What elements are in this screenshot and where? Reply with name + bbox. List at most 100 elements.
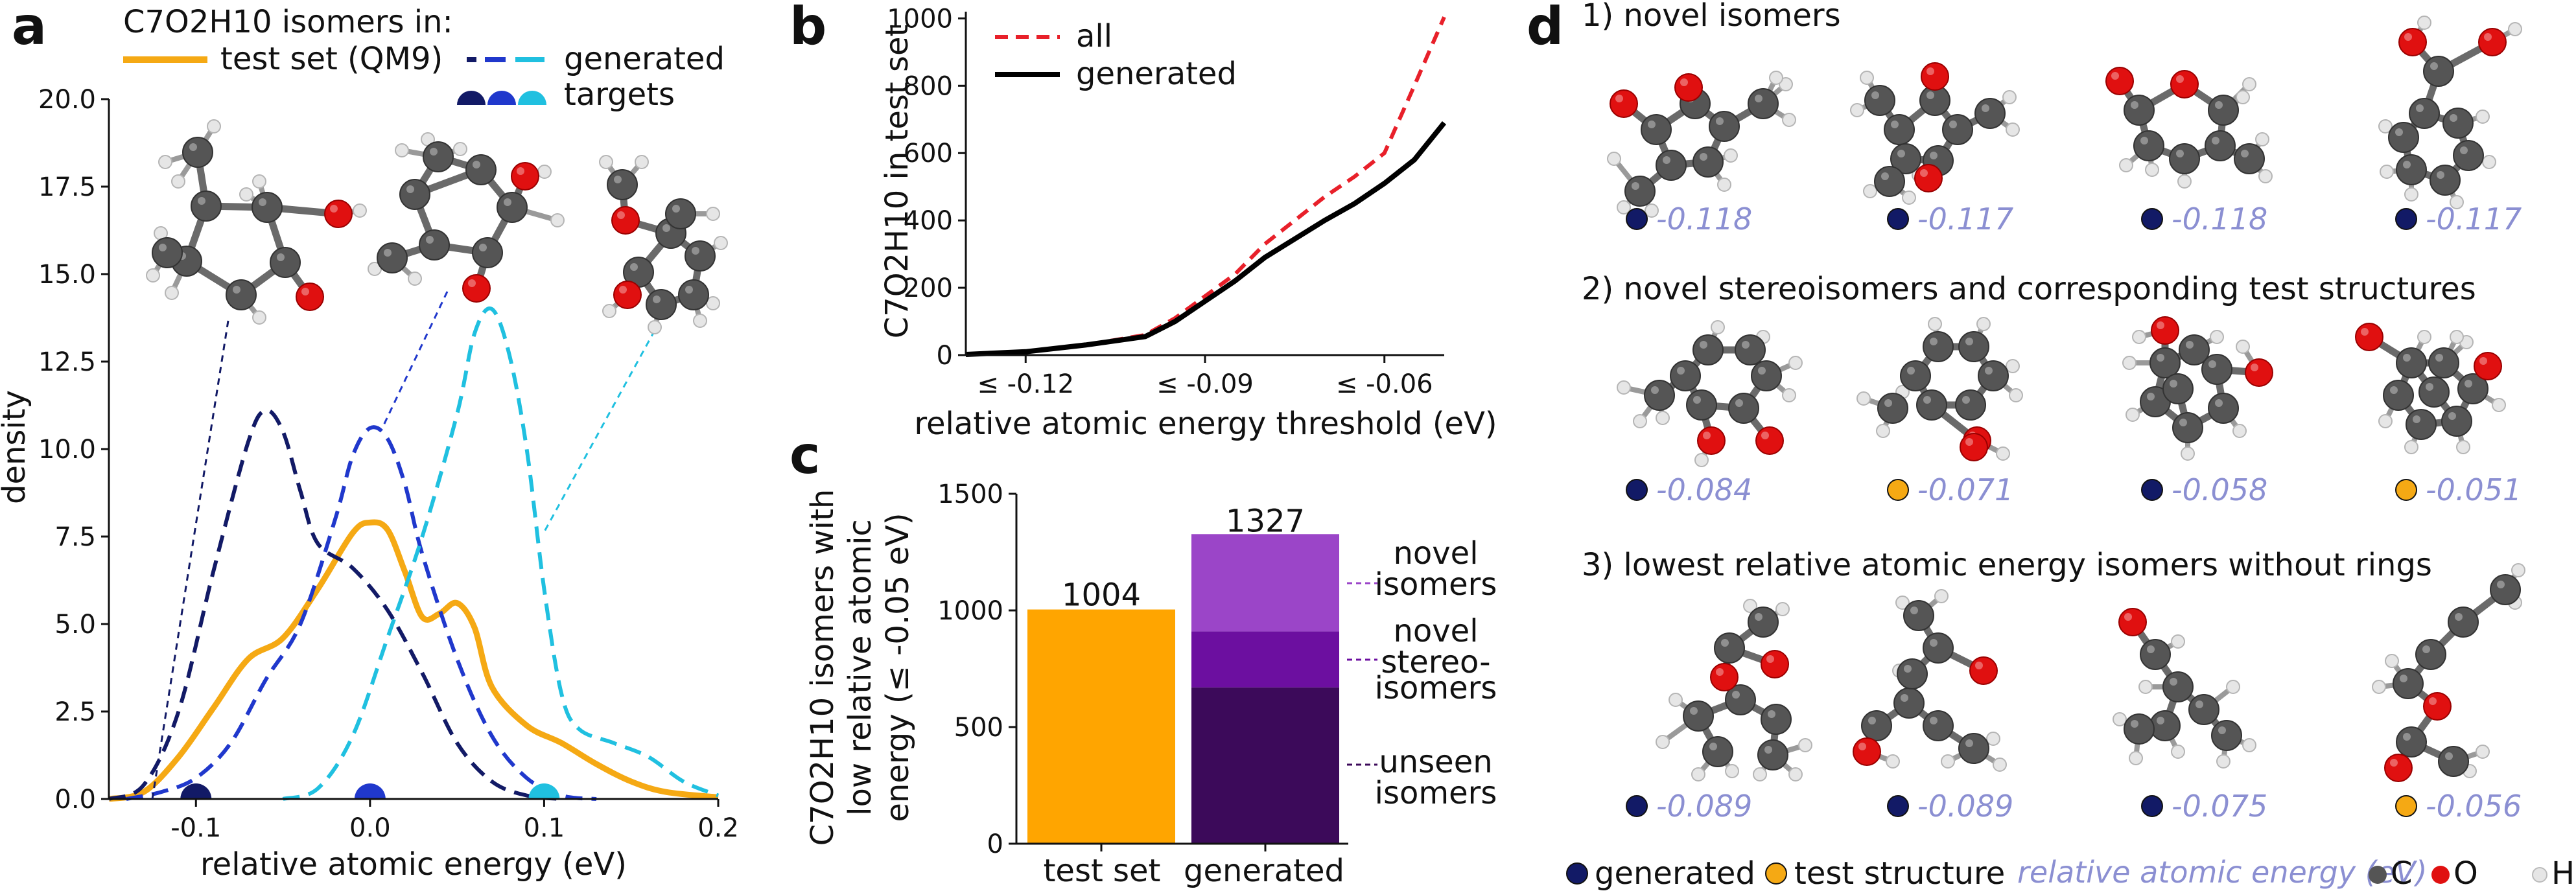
- carbon-atom: [2423, 56, 2454, 87]
- legend-title: C7O2H10 isomers in:: [123, 4, 453, 40]
- legend-generated-label-b: generated: [1076, 56, 1237, 92]
- carbon-atom: [1974, 98, 2006, 129]
- atom-highlight: [1764, 746, 1772, 754]
- atom-highlight: [1703, 432, 1711, 439]
- generated-curve-target-high: [282, 307, 720, 801]
- atom-highlight: [692, 247, 699, 255]
- atom-highlight: [1651, 386, 1659, 394]
- carbon-atom: [2124, 713, 2155, 745]
- carbon-atom: [2383, 380, 2414, 411]
- bar-test-set: [1027, 609, 1175, 844]
- atom-highlight: [1721, 639, 1729, 647]
- relative-energy-value: -0.084: [1656, 472, 1752, 507]
- atom-highlight: [2390, 386, 2398, 394]
- bar-value-test: 1004: [1062, 577, 1141, 614]
- panel-c-bars: 1004 1327: [1027, 503, 1339, 851]
- carbon-atom: [2162, 671, 2194, 702]
- generated-dot: [1626, 795, 1648, 817]
- atom-highlight: [2157, 717, 2164, 724]
- molecule-r2-4: [2355, 323, 2506, 454]
- carbon-atom: [2393, 668, 2424, 699]
- a-ytick-label: 5.0: [54, 610, 96, 640]
- panel-c-cat-test: test set: [1044, 853, 1161, 889]
- atom-highlight: [2455, 613, 2463, 621]
- hydrogen-atom: [1798, 738, 1812, 752]
- section-3-title: 3) lowest relative atomic energy isomers…: [1582, 547, 2432, 583]
- legend-generated-dot: [1566, 862, 1588, 885]
- hydrogen-atom: [2236, 340, 2250, 354]
- hydrogen-atom: [2378, 414, 2393, 428]
- carbon-atom: [419, 229, 450, 260]
- panel-b-xlabel: relative atomic energy threshold (eV): [914, 406, 1497, 442]
- relative-energy-value: -0.056: [2426, 789, 2522, 824]
- hydrogen-atom: [648, 320, 662, 334]
- section-2-title: 2) novel stereoisomers and corresponding…: [1582, 271, 2476, 307]
- atom-highlight: [1930, 338, 1938, 345]
- hydrogen-atom: [2171, 634, 2185, 649]
- test-structure-dot: [1887, 479, 1909, 501]
- atom-highlight: [1907, 367, 1915, 375]
- atom-highlight: [2212, 137, 2219, 145]
- carbon-atom: [2415, 639, 2446, 670]
- legend-targets-label: targets: [564, 76, 675, 113]
- c-ytick-label: 500: [954, 713, 1003, 743]
- hydrogen-atom: [602, 304, 616, 318]
- hydrogen-atom: [1895, 596, 1910, 610]
- hydrogen-atom: [2232, 424, 2247, 438]
- target-marker: [528, 783, 560, 799]
- hydrogen-atom: [1993, 758, 2007, 772]
- atom-highlight: [2429, 697, 2437, 705]
- b-xtick-label: ≤ -0.12: [977, 369, 1074, 399]
- carbon-atom: [678, 279, 709, 310]
- atom-highlight: [2218, 726, 2226, 734]
- atom-highlight: [2179, 419, 2187, 426]
- carbon-atom: [2438, 746, 2469, 777]
- oxygen-atom: [1969, 656, 1998, 685]
- atom-highlight: [2435, 354, 2443, 362]
- a-xtick-label: 0.1: [524, 813, 565, 843]
- atom-highlight: [2416, 104, 2424, 112]
- atom-highlight: [2497, 581, 2505, 588]
- generated-curve-target-low: [108, 408, 562, 801]
- atom-highlight: [630, 263, 638, 271]
- carbon-atom: [1656, 150, 1687, 181]
- generated-dot: [1887, 208, 1909, 230]
- atom-highlight: [1884, 399, 1892, 407]
- carbon-atom: [1748, 607, 1779, 638]
- atom-highlight: [2241, 150, 2249, 157]
- atom-highlight: [1949, 121, 1957, 128]
- hydrogen-atom: [1691, 767, 1705, 781]
- carbon-atom: [1861, 710, 1892, 741]
- oxygen-atom: [1914, 164, 1943, 192]
- atom-highlight: [159, 244, 167, 251]
- hydrogen-atom: [2122, 356, 2137, 370]
- carbon-atom: [465, 154, 497, 185]
- atom-highlight: [614, 176, 622, 183]
- seg-novel-1: novel: [1393, 535, 1478, 572]
- hydrogen-atom: [2006, 359, 2020, 373]
- oxygen-atom: [2118, 608, 2147, 636]
- hydrogen-atom: [2145, 163, 2159, 177]
- a-ytick-label: 0.0: [54, 785, 96, 815]
- generated-dot: [2141, 208, 2163, 230]
- carbon-atom: [2140, 639, 2171, 670]
- oxygen-atom: [296, 283, 324, 311]
- carbon-atom: [665, 198, 696, 229]
- atom-highlight: [1732, 691, 1740, 699]
- atom-highlight: [1975, 662, 1983, 669]
- hydrogen-atom: [2242, 77, 2256, 91]
- carbon-atom: [2442, 108, 2474, 139]
- hydrogen-atom: [207, 119, 221, 133]
- atom-highlight: [1716, 668, 1724, 676]
- carbon-atom: [2418, 376, 2450, 408]
- carbon-atom: [1702, 736, 1733, 767]
- carbon-atom: [1644, 380, 1675, 411]
- carbon-atom: [1728, 393, 1759, 424]
- carbon-atom: [252, 192, 283, 223]
- atom-highlight: [1648, 121, 1656, 128]
- hydrogen-atom: [2508, 22, 2522, 36]
- guide-line-2: [381, 291, 449, 428]
- atom-highlight: [1858, 743, 1866, 750]
- atom-highlight: [1768, 710, 1775, 718]
- carbon-atom: [1686, 389, 1717, 421]
